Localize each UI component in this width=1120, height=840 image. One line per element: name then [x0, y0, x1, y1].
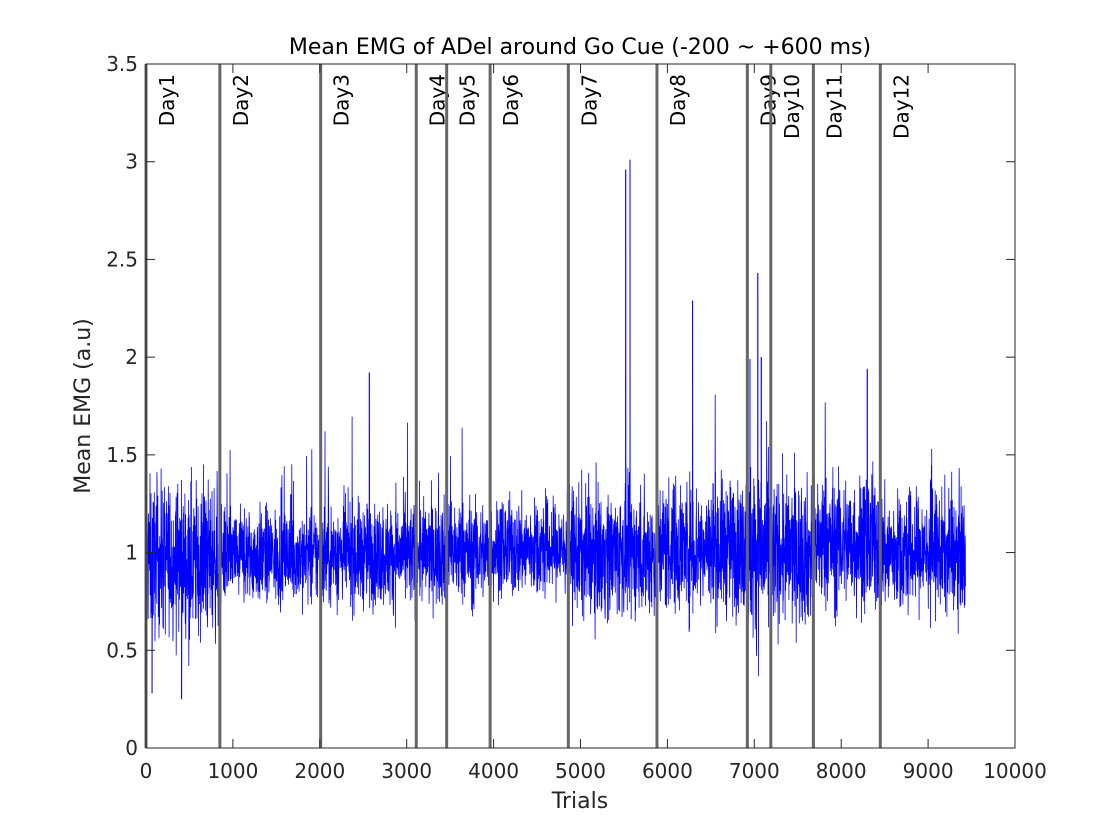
- emg-series-line: [146, 159, 966, 700]
- day-label: Day12: [889, 74, 913, 139]
- day-label: Day2: [229, 74, 253, 126]
- y-tick-label: 1: [125, 541, 138, 565]
- chart-title: Mean EMG of ADel around Go Cue (-200 ~ +…: [289, 35, 871, 60]
- y-tick-label: 2.5: [106, 247, 138, 271]
- y-tick-label: 3: [125, 150, 138, 174]
- x-tick-label: 2000: [294, 759, 345, 783]
- day-label: Day7: [577, 74, 601, 126]
- x-tick-label: 8000: [816, 759, 867, 783]
- x-axis-title: Trials: [551, 789, 608, 814]
- y-tick-label: 1.5: [106, 443, 138, 467]
- y-axis-title: Mean EMG (a.u): [71, 318, 96, 493]
- axes-box: [145, 63, 1016, 749]
- x-tick-label: 4000: [468, 759, 519, 783]
- x-tick-label: 1000: [207, 759, 258, 783]
- y-tick-label: 0: [125, 736, 138, 760]
- x-tick-label: 0: [140, 759, 153, 783]
- y-tick-label: 3.5: [106, 52, 138, 76]
- axes: 0 1000 2000 3000 4000 5000 6000 7000 8000 9000 100…: [106, 52, 1047, 783]
- y-tick-label: 0.5: [106, 638, 138, 662]
- day-label: Day3: [330, 74, 354, 126]
- y-tick-label: 2: [125, 345, 138, 369]
- day-boundaries: Day1 Day2 Day3 Day4 Day5 Day6 Day7 Day8 Day9 Day1…: [144, 64, 913, 748]
- x-tick-label: 3000: [381, 759, 432, 783]
- day-label: Day5: [456, 74, 480, 126]
- x-tick-label: 10000: [983, 759, 1047, 783]
- day-label: Day1: [155, 74, 179, 126]
- day-label: Day6: [499, 74, 523, 126]
- x-tick-label: 7000: [729, 759, 780, 783]
- day-label: Day8: [666, 74, 690, 126]
- x-tick-label: 5000: [555, 759, 606, 783]
- day-label: Day10: [780, 74, 804, 139]
- x-tick-label: 9000: [903, 759, 954, 783]
- day-label: Day9: [756, 74, 780, 126]
- day-label: Day11: [822, 74, 846, 139]
- plot-area: [146, 159, 966, 700]
- x-tick-label: 6000: [642, 759, 693, 783]
